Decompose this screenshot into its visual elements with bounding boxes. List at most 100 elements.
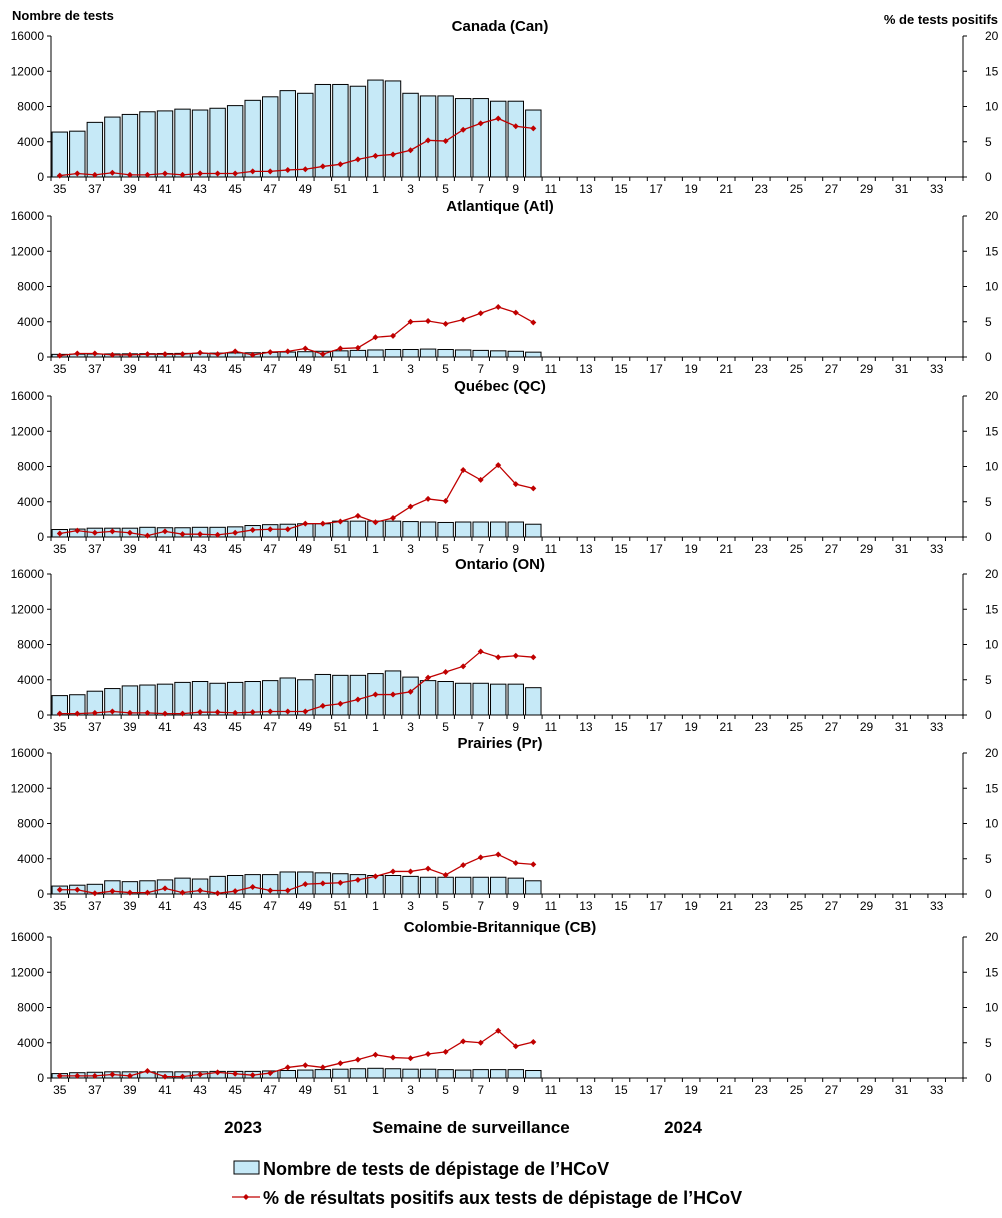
y-right-tick-label: 20 — [985, 209, 999, 223]
point-pct-week-37 — [91, 709, 98, 716]
point-pct-week-7 — [477, 310, 484, 317]
bar-tests-week-5 — [437, 681, 454, 716]
point-pct-week-3 — [407, 1055, 414, 1062]
point-pct-week-5 — [442, 871, 449, 878]
bar-tests-week-50 — [314, 1069, 332, 1079]
point-pct-week-37 — [91, 890, 98, 897]
x-tick-label: 23 — [755, 720, 769, 734]
point-pct-week-35 — [56, 710, 63, 717]
x-tick-label: 23 — [755, 899, 769, 913]
point-pct-week-5 — [442, 320, 449, 327]
point-pct-week-2 — [390, 868, 396, 875]
bar-tests-week-49 — [297, 1069, 314, 1079]
bar-tests-week-1 — [367, 1067, 384, 1079]
x-tick-label: 25 — [790, 720, 804, 734]
point-pct-week-42 — [179, 171, 186, 178]
x-tick-label: 11 — [545, 720, 558, 734]
point-pct-week-35 — [56, 530, 63, 537]
x-tick-label: 29 — [860, 1083, 874, 1097]
y-left-tick-label: 4000 — [17, 673, 44, 687]
point-pct-week-44 — [214, 170, 221, 177]
point-pct-week-35 — [56, 886, 63, 893]
bar-tests-week-52 — [349, 349, 367, 358]
bar-tests-week-7 — [472, 682, 489, 716]
bar-tests-week-3 — [402, 349, 419, 358]
point-pct-week-47 — [267, 708, 274, 715]
point-pct-week-6 — [460, 663, 467, 670]
point-pct-week-8 — [495, 462, 502, 469]
bar-tests-week-1 — [367, 79, 384, 178]
x-tick-label: 3 — [407, 899, 414, 913]
y-right-tick-label: 20 — [985, 930, 999, 944]
x-tick-label: 7 — [477, 182, 484, 196]
x-tick-label: 41 — [158, 362, 172, 376]
bar-tests-week-49 — [297, 351, 314, 358]
point-pct-week-51 — [337, 161, 344, 168]
point-pct-week-41 — [162, 710, 168, 717]
point-pct-week-4 — [425, 1051, 432, 1058]
point-pct-week-8 — [495, 1027, 502, 1034]
y-right-tick-label: 20 — [985, 567, 999, 581]
bar-tests-week-6 — [454, 1069, 472, 1079]
y-left-tick-label: 12000 — [11, 64, 45, 78]
point-pct-week-41 — [162, 170, 168, 177]
x-tick-label: 41 — [158, 1083, 172, 1097]
bar-tests-week-6 — [454, 682, 472, 716]
point-pct-week-46 — [249, 351, 256, 358]
point-pct-week-1 — [372, 152, 379, 159]
bar-tests-week-4 — [419, 348, 437, 358]
bar-tests-week-38 — [104, 688, 121, 716]
x-tick-label: 31 — [895, 182, 909, 196]
y-left-tick-label: 4000 — [17, 315, 44, 329]
x-tick-label: 43 — [193, 899, 207, 913]
bar-tests-week-2 — [384, 349, 402, 358]
x-tick-label: 45 — [228, 542, 242, 556]
x-tick-label: 19 — [684, 362, 698, 376]
x-tick-label: 5 — [442, 182, 449, 196]
y-left-tick-label: 8000 — [17, 460, 44, 474]
y-left-tick-label: 12000 — [11, 602, 45, 616]
point-pct-week-38 — [109, 351, 116, 358]
x-axis-title: Semaine de surveillance — [372, 1118, 570, 1137]
y-left-tick-label: 0 — [37, 887, 44, 901]
point-pct-week-3 — [407, 318, 414, 325]
x-tick-label: 49 — [299, 362, 313, 376]
point-pct-week-4 — [425, 865, 432, 872]
point-pct-week-7 — [477, 476, 484, 483]
point-pct-week-10 — [530, 654, 537, 661]
point-pct-week-4 — [425, 495, 432, 502]
line-pct-positive — [59, 853, 534, 894]
y-right-tick-label: 15 — [985, 64, 999, 78]
point-pct-week-41 — [162, 351, 168, 358]
panel-title: Prairies (Pr) — [457, 735, 542, 752]
point-pct-week-50 — [319, 702, 326, 709]
point-pct-week-39 — [126, 171, 133, 178]
bar-tests-week-51 — [332, 1068, 349, 1079]
bar-tests-week-48 — [279, 677, 296, 716]
point-pct-week-8 — [495, 115, 502, 122]
year-label-2024: 2024 — [664, 1118, 702, 1137]
point-pct-week-6 — [460, 862, 467, 869]
y-left-tick-label: 0 — [37, 1071, 44, 1085]
x-tick-label: 43 — [193, 542, 207, 556]
x-tick-label: 31 — [895, 1083, 909, 1097]
x-tick-label: 7 — [477, 1083, 484, 1097]
point-pct-week-10 — [530, 125, 537, 132]
bar-tests-week-43 — [191, 878, 209, 895]
bar-tests-week-8 — [490, 350, 507, 358]
point-pct-week-5 — [442, 668, 449, 675]
bar-tests-week-10 — [525, 880, 542, 895]
point-pct-week-51 — [337, 1060, 344, 1067]
bar-tests-week-4 — [419, 876, 437, 895]
x-tick-label: 27 — [825, 1083, 839, 1097]
point-pct-week-49 — [302, 345, 309, 352]
point-pct-week-39 — [126, 889, 133, 896]
x-tick-label: 15 — [614, 182, 628, 196]
point-pct-week-6 — [460, 1038, 467, 1045]
point-pct-week-48 — [284, 1064, 291, 1071]
bar-tests-week-5 — [437, 521, 454, 538]
y-right-tick-label: 20 — [985, 29, 999, 43]
x-tick-label: 49 — [299, 542, 313, 556]
x-tick-label: 35 — [53, 542, 67, 556]
bar-tests-week-51 — [332, 83, 349, 178]
